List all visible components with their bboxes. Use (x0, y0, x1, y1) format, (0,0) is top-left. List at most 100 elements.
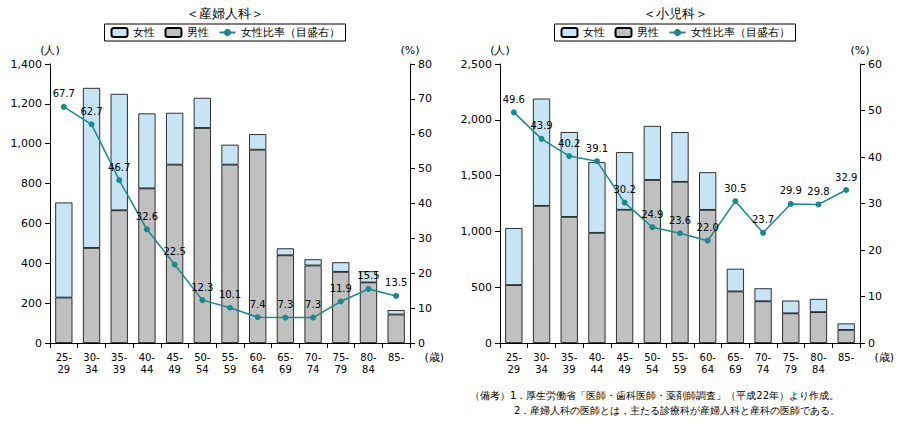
svg-text:500: 500 (471, 281, 492, 294)
svg-text:11.9: 11.9 (330, 283, 352, 294)
svg-text:男性: 男性 (637, 26, 659, 39)
svg-text:80: 80 (418, 58, 432, 71)
svg-text:25-: 25- (506, 352, 523, 363)
svg-text:29: 29 (57, 364, 70, 375)
svg-text:59: 59 (224, 364, 237, 375)
svg-text:55-: 55- (672, 352, 689, 363)
svg-text:85-: 85- (388, 352, 405, 363)
svg-text:0: 0 (485, 337, 492, 350)
svg-text:46.7: 46.7 (108, 162, 130, 173)
svg-text:600: 600 (21, 217, 42, 230)
svg-text:2,000: 2,000 (461, 113, 493, 126)
svg-text:60-: 60- (250, 352, 267, 363)
svg-text:50-: 50- (644, 352, 661, 363)
svg-text:40.2: 40.2 (558, 138, 580, 149)
svg-text:女性比率（目盛右）: 女性比率（目盛右） (241, 26, 340, 39)
svg-text:23.6: 23.6 (669, 215, 691, 226)
svg-text:32.6: 32.6 (136, 211, 158, 222)
svg-text:30.5: 30.5 (724, 183, 746, 194)
svg-text:34: 34 (85, 364, 98, 375)
svg-text:(%): (%) (850, 44, 869, 57)
svg-text:44: 44 (591, 364, 604, 375)
svg-text:62.7: 62.7 (80, 106, 102, 117)
svg-text:7.4: 7.4 (250, 299, 266, 310)
svg-text:60: 60 (868, 58, 882, 71)
svg-text:15.5: 15.5 (357, 270, 379, 281)
svg-text:60-: 60- (700, 352, 717, 363)
svg-text:7.3: 7.3 (305, 299, 321, 310)
svg-text:29.8: 29.8 (807, 186, 829, 197)
svg-text:55-: 55- (222, 352, 239, 363)
svg-text:1,000: 1,000 (461, 225, 493, 238)
svg-text:0: 0 (418, 337, 425, 350)
svg-text:(%): (%) (400, 44, 419, 57)
svg-text:49: 49 (168, 364, 181, 375)
svg-text:70-: 70- (305, 352, 322, 363)
svg-text:1,500: 1,500 (461, 169, 493, 182)
svg-text:30: 30 (418, 232, 432, 245)
svg-text:40: 40 (868, 151, 882, 164)
svg-text:40-: 40- (139, 352, 156, 363)
svg-text:0: 0 (35, 337, 42, 350)
svg-text:30-: 30- (533, 352, 550, 363)
svg-text:44: 44 (141, 364, 154, 375)
svg-text:84: 84 (362, 364, 375, 375)
svg-text:25-: 25- (56, 352, 73, 363)
svg-text:75-: 75- (333, 352, 350, 363)
svg-text:29: 29 (507, 364, 520, 375)
svg-text:40: 40 (418, 197, 432, 210)
svg-text:800: 800 (21, 177, 42, 190)
svg-text:7.3: 7.3 (277, 299, 293, 310)
svg-text:32.9: 32.9 (835, 172, 857, 183)
svg-text:20: 20 (418, 267, 432, 280)
svg-text:10: 10 (868, 290, 882, 303)
svg-text:74: 74 (307, 364, 320, 375)
svg-text:30: 30 (868, 197, 882, 210)
svg-text:1,400: 1,400 (11, 58, 43, 71)
svg-text:64: 64 (251, 364, 264, 375)
svg-text:0: 0 (868, 337, 875, 350)
svg-text:34: 34 (535, 364, 548, 375)
svg-text:1,000: 1,000 (11, 137, 43, 150)
svg-text:79: 79 (334, 364, 347, 375)
svg-text:43.9: 43.9 (530, 120, 552, 131)
svg-text:50-: 50- (194, 352, 211, 363)
svg-text:84: 84 (812, 364, 825, 375)
svg-text:(歳): (歳) (424, 351, 444, 364)
svg-text:200: 200 (21, 297, 42, 310)
svg-text:45-: 45- (166, 352, 183, 363)
svg-text:80-: 80- (810, 352, 827, 363)
svg-text:30.2: 30.2 (613, 184, 635, 195)
svg-text:女性: 女性 (133, 26, 155, 39)
svg-text:22.5: 22.5 (163, 246, 185, 257)
svg-text:39.1: 39.1 (586, 143, 608, 154)
svg-text:35-: 35- (111, 352, 128, 363)
svg-text:(歳): (歳) (874, 351, 894, 364)
svg-text:400: 400 (21, 257, 42, 270)
svg-text:23.7: 23.7 (752, 214, 774, 225)
svg-text:60: 60 (418, 127, 432, 140)
svg-text:2,500: 2,500 (461, 58, 493, 71)
svg-text:49: 49 (618, 364, 631, 375)
svg-text:20: 20 (868, 244, 882, 257)
svg-text:10.1: 10.1 (219, 289, 241, 300)
svg-text:(人): (人) (40, 44, 60, 57)
svg-text:12.3: 12.3 (191, 282, 213, 293)
svg-text:67.7: 67.7 (53, 88, 75, 99)
svg-text:男性: 男性 (187, 26, 209, 39)
svg-text:24.9: 24.9 (641, 209, 663, 220)
svg-text:22.0: 22.0 (697, 222, 719, 233)
svg-text:＜小児科＞: ＜小児科＞ (643, 6, 708, 21)
svg-text:45-: 45- (616, 352, 633, 363)
svg-text:39: 39 (113, 364, 126, 375)
svg-text:69: 69 (279, 364, 292, 375)
svg-text:54: 54 (646, 364, 659, 375)
svg-text:64: 64 (701, 364, 714, 375)
svg-text:13.5: 13.5 (385, 277, 407, 288)
svg-text:69: 69 (729, 364, 742, 375)
svg-text:54: 54 (196, 364, 209, 375)
svg-text:85-: 85- (838, 352, 855, 363)
svg-text:70-: 70- (755, 352, 772, 363)
svg-text:＜産婦人科＞: ＜産婦人科＞ (186, 6, 264, 21)
svg-text:50: 50 (418, 162, 432, 175)
